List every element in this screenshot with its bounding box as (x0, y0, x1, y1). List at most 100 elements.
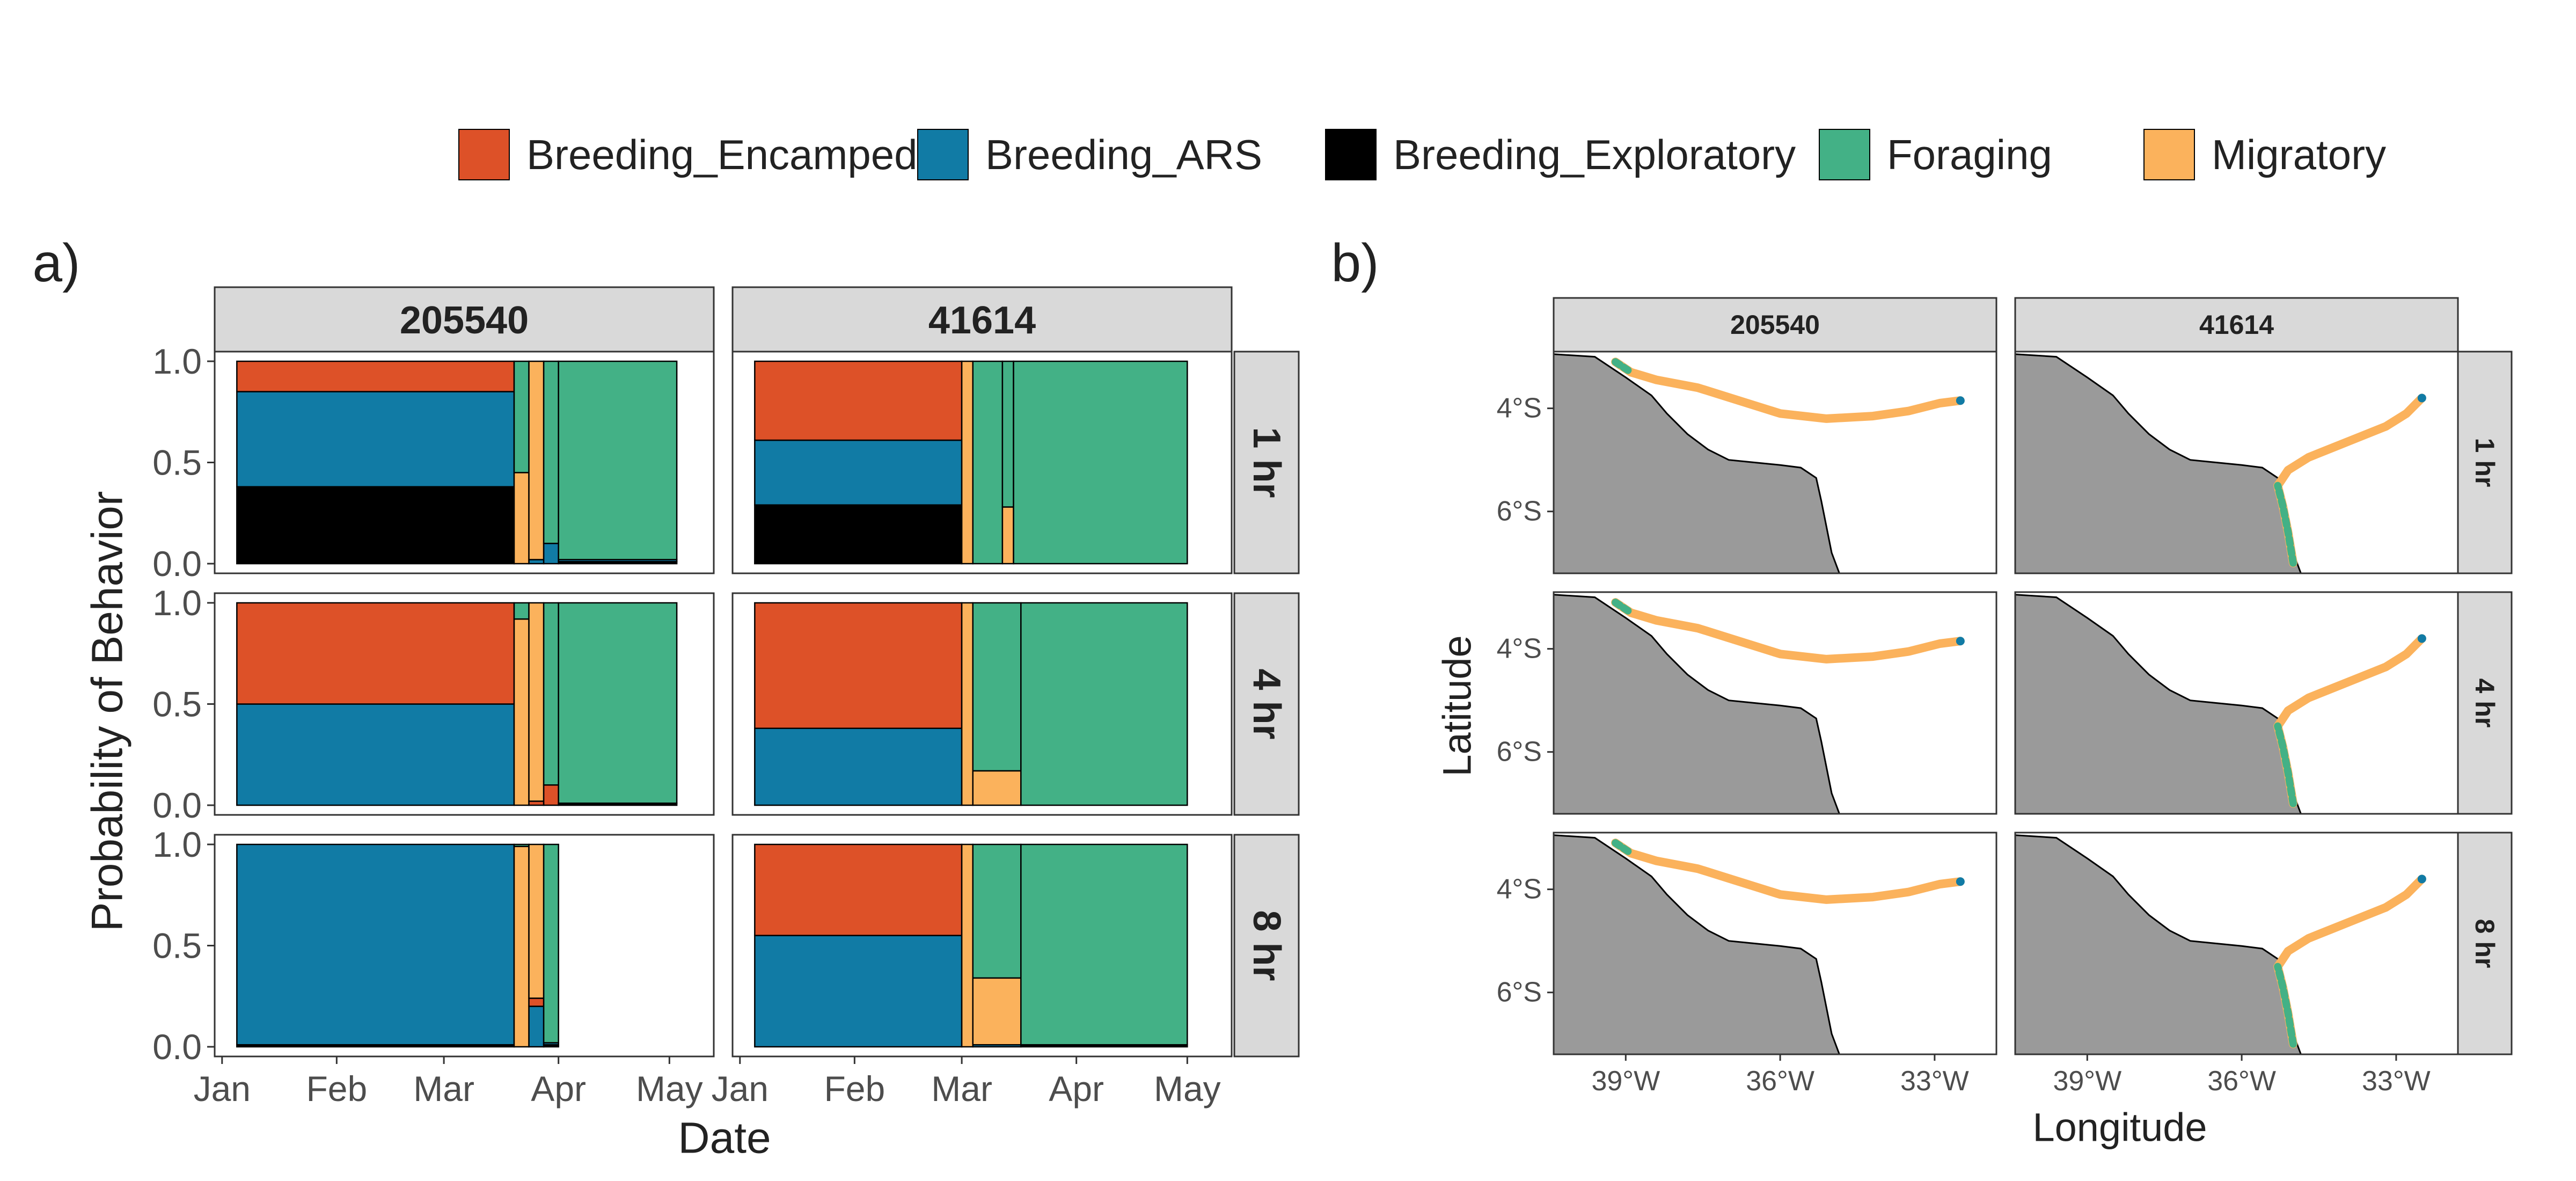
map-border (1553, 591, 1997, 815)
legend-label: Breeding_Exploratory (1393, 131, 1796, 178)
area-breeding_ars (754, 439, 963, 506)
lon-tick-label: 36°W (1746, 1066, 1814, 1097)
map-205540-1hr: 4°S 6°S (1497, 351, 1997, 574)
area-foraging (543, 360, 559, 544)
facet-205540-8hr: 0.0 0.5 1.0 Jan Feb Mar Apr May (152, 825, 715, 1109)
track-breeding-point (2417, 874, 2426, 884)
area-breeding_encamped (754, 843, 963, 936)
lon-tick-label: 36°W (2207, 1066, 2276, 1097)
area-migratory (972, 977, 1022, 1046)
track-migratory (1611, 358, 1965, 423)
lat-tick-label: 6°S (1497, 977, 1542, 1008)
legend-label: Foraging (1887, 131, 2052, 178)
x-tick-label: Apr (531, 1069, 586, 1109)
track-foraging (1612, 599, 1635, 617)
facet-border (731, 351, 1233, 574)
area-breeding_ars (754, 935, 963, 1048)
area-migratory (528, 602, 545, 802)
x-tick-label: Apr (1049, 1069, 1104, 1109)
x-tick-label: Jan (712, 1069, 769, 1109)
x-tick-label: Jan (194, 1069, 251, 1109)
legend-label: Breeding_ARS (985, 131, 1262, 178)
area-foraging (543, 843, 559, 1044)
map-border (1553, 832, 1997, 1055)
legend-label: Breeding_Encamped (526, 131, 918, 178)
area-migratory (961, 843, 974, 1048)
legend-key-migratory (2143, 129, 2195, 180)
land (1554, 834, 1841, 1054)
track-foraging (2274, 722, 2297, 807)
area-migratory (513, 618, 530, 806)
track-breeding-point (1956, 637, 1965, 646)
strip-column-205540 (214, 286, 715, 353)
legend-label: Migratory (2212, 131, 2386, 178)
panel-a-behavior-probability: a) Probability of Behavior Date 205540 41614… (33, 233, 1300, 1163)
panel-a-y-axis-title: Probability of Behavior (83, 491, 132, 931)
strip-column-41614 (731, 286, 1233, 353)
strip-column-label: 41614 (928, 299, 1036, 342)
y-tick-label: 0.5 (152, 926, 202, 966)
panel-b-label: b) (1331, 233, 1379, 293)
area-foraging (972, 602, 1022, 772)
area-foraging (543, 602, 559, 786)
area-breeding_encamped (236, 360, 515, 392)
area-foraging (1020, 602, 1188, 806)
facet-205540-1hr: 0.0 0.5 1.0 (152, 341, 715, 584)
area-foraging (972, 843, 1022, 979)
x-tick-label: May (1154, 1069, 1221, 1109)
map-41614-1hr (2014, 351, 2459, 574)
y-tick-label: 1.0 (152, 825, 202, 864)
map-border (2014, 591, 2459, 815)
area-migratory (528, 843, 545, 999)
area-foraging (558, 602, 678, 804)
strip-row-1hr (1233, 351, 1300, 574)
x-tick-label: Mar (413, 1069, 474, 1109)
y-tick-label: 1.0 (152, 583, 202, 623)
panel-b-track-maps: b) Latitude Longitude 205540 41614 1 hr 4 hr 8 … (1331, 233, 2513, 1150)
area-breeding_ars (543, 543, 559, 565)
facet-border (731, 592, 1233, 816)
area-foraging (972, 360, 1004, 565)
track-breeding-point (2417, 393, 2426, 403)
y-tick-label: 0.0 (152, 1027, 202, 1067)
map-border (2014, 351, 2459, 574)
panel-a-label: a) (33, 233, 80, 293)
strip-row-label: 1 hr (1245, 427, 1288, 498)
y-tick-label: 0.5 (152, 443, 202, 483)
area-migratory (528, 360, 545, 560)
area-migratory (961, 602, 974, 806)
legend-key-breeding_ars (917, 129, 969, 180)
lon-tick-label: 39°W (1591, 1066, 1660, 1097)
area-migratory (961, 360, 974, 565)
map-strip-row-1hr (2457, 351, 2513, 574)
strip-row-4hr (1233, 592, 1300, 816)
area-foraging (1001, 360, 1014, 508)
track-foraging (2274, 482, 2297, 567)
lat-tick-label: 4°S (1497, 633, 1542, 665)
legend: Breeding_Encamped Breeding_ARS Breeding_Ex… (458, 129, 2386, 180)
area-foraging (513, 602, 530, 620)
area-breeding_encamped (543, 784, 559, 806)
track-migratory (1611, 598, 1965, 664)
strip-column-label: 205540 (400, 299, 529, 342)
map-border (1553, 351, 1997, 574)
y-tick-label: 0.5 (152, 684, 202, 724)
area-breeding_exploratory (236, 486, 515, 565)
y-tick-label: 0.0 (152, 544, 202, 584)
area-migratory (513, 472, 530, 565)
y-tick-label: 0.0 (152, 785, 202, 825)
track-foraging (1612, 839, 1635, 857)
track-breeding-point (1956, 877, 1965, 886)
strip-row-8hr (1233, 834, 1300, 1058)
map-strip-column-label: 41614 (2199, 310, 2274, 340)
lat-tick-label: 6°S (1497, 496, 1542, 527)
area-foraging (513, 360, 530, 473)
land (2015, 594, 2302, 814)
area-breeding_encamped (528, 997, 545, 1007)
area-migratory (513, 845, 530, 1048)
strip-row-label: 8 hr (1245, 910, 1288, 981)
area-foraging (513, 843, 530, 848)
lon-tick-label: 33°W (2362, 1066, 2431, 1097)
area-migratory (1001, 506, 1014, 565)
